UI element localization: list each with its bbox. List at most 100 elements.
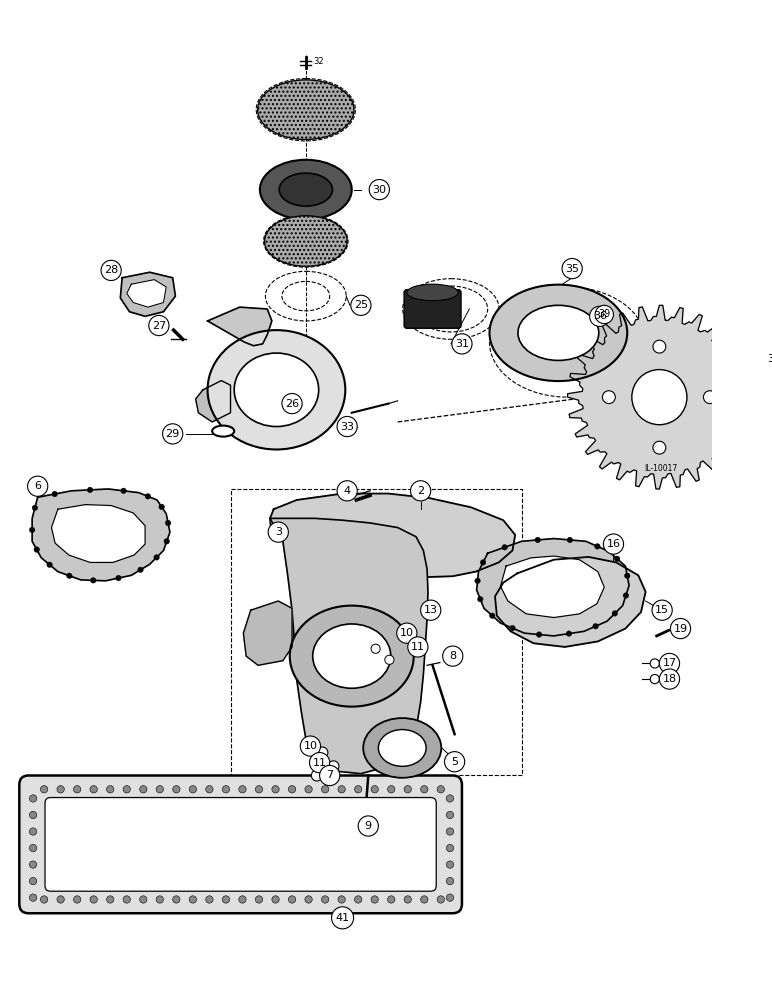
- Ellipse shape: [378, 730, 426, 766]
- Circle shape: [40, 896, 48, 903]
- Circle shape: [140, 786, 147, 793]
- Circle shape: [388, 896, 395, 903]
- Circle shape: [116, 575, 121, 581]
- Circle shape: [189, 786, 197, 793]
- Circle shape: [437, 786, 445, 793]
- Circle shape: [338, 896, 345, 903]
- Circle shape: [371, 896, 378, 903]
- Circle shape: [659, 653, 679, 674]
- Circle shape: [32, 505, 38, 511]
- Ellipse shape: [258, 80, 354, 140]
- Circle shape: [659, 669, 679, 689]
- Circle shape: [623, 593, 628, 598]
- Circle shape: [328, 761, 339, 772]
- Text: 25: 25: [354, 300, 368, 310]
- Circle shape: [310, 753, 330, 773]
- Circle shape: [566, 631, 572, 636]
- Circle shape: [34, 547, 39, 552]
- Circle shape: [173, 896, 180, 903]
- Circle shape: [57, 786, 64, 793]
- Ellipse shape: [290, 606, 414, 707]
- Circle shape: [137, 567, 144, 573]
- Text: 33: 33: [340, 422, 354, 432]
- Ellipse shape: [518, 305, 599, 360]
- Circle shape: [164, 539, 170, 544]
- Circle shape: [625, 573, 630, 579]
- Circle shape: [421, 786, 428, 793]
- Circle shape: [446, 828, 454, 835]
- Text: 31: 31: [455, 339, 469, 349]
- Circle shape: [653, 340, 665, 353]
- Ellipse shape: [265, 216, 347, 266]
- Circle shape: [107, 896, 114, 903]
- Circle shape: [421, 600, 441, 620]
- Polygon shape: [127, 280, 166, 307]
- Circle shape: [397, 623, 417, 643]
- Circle shape: [703, 391, 716, 404]
- Text: 29: 29: [165, 429, 180, 439]
- Text: 19: 19: [673, 624, 688, 634]
- Circle shape: [29, 894, 37, 901]
- Text: 9: 9: [364, 821, 372, 831]
- Circle shape: [653, 441, 665, 454]
- Circle shape: [452, 334, 472, 354]
- Circle shape: [437, 896, 445, 903]
- Circle shape: [358, 816, 378, 836]
- Circle shape: [73, 896, 81, 903]
- Text: 6: 6: [34, 481, 41, 491]
- Circle shape: [222, 786, 229, 793]
- Circle shape: [205, 786, 213, 793]
- Text: 16: 16: [607, 539, 621, 549]
- Circle shape: [337, 481, 357, 501]
- Text: 10: 10: [303, 741, 317, 751]
- Circle shape: [272, 786, 279, 793]
- Circle shape: [239, 896, 246, 903]
- Ellipse shape: [279, 173, 333, 206]
- Polygon shape: [476, 539, 629, 636]
- Circle shape: [300, 736, 320, 756]
- Circle shape: [321, 786, 329, 793]
- Circle shape: [173, 786, 180, 793]
- FancyBboxPatch shape: [404, 290, 461, 328]
- Circle shape: [502, 545, 507, 550]
- Text: 15: 15: [655, 605, 669, 615]
- Text: 28: 28: [104, 265, 118, 275]
- Circle shape: [337, 416, 357, 437]
- Text: 3: 3: [275, 527, 282, 537]
- Circle shape: [489, 613, 495, 618]
- Circle shape: [650, 674, 659, 684]
- Circle shape: [404, 896, 411, 903]
- Circle shape: [189, 896, 197, 903]
- Circle shape: [73, 786, 81, 793]
- Text: 7: 7: [326, 770, 334, 780]
- Circle shape: [442, 646, 463, 666]
- Text: 11: 11: [411, 642, 425, 652]
- Circle shape: [29, 811, 37, 819]
- Circle shape: [604, 534, 624, 554]
- Text: 2: 2: [417, 486, 424, 496]
- Circle shape: [670, 618, 691, 639]
- Circle shape: [90, 896, 97, 903]
- Text: 30: 30: [372, 185, 386, 195]
- Circle shape: [28, 476, 48, 496]
- Circle shape: [305, 786, 312, 793]
- Circle shape: [445, 752, 465, 772]
- Polygon shape: [500, 556, 604, 618]
- Ellipse shape: [407, 284, 459, 301]
- Circle shape: [29, 527, 35, 533]
- Text: 36: 36: [593, 311, 607, 321]
- Circle shape: [612, 611, 618, 616]
- Text: 26: 26: [285, 399, 299, 409]
- Ellipse shape: [212, 426, 234, 437]
- Circle shape: [615, 556, 620, 562]
- Circle shape: [222, 896, 229, 903]
- Polygon shape: [32, 489, 170, 581]
- Ellipse shape: [234, 353, 319, 427]
- Text: 35: 35: [565, 264, 579, 274]
- Circle shape: [29, 861, 37, 868]
- Circle shape: [408, 637, 428, 657]
- Text: 13: 13: [424, 605, 438, 615]
- Circle shape: [411, 481, 431, 501]
- Circle shape: [320, 765, 340, 786]
- Text: 32: 32: [313, 57, 323, 66]
